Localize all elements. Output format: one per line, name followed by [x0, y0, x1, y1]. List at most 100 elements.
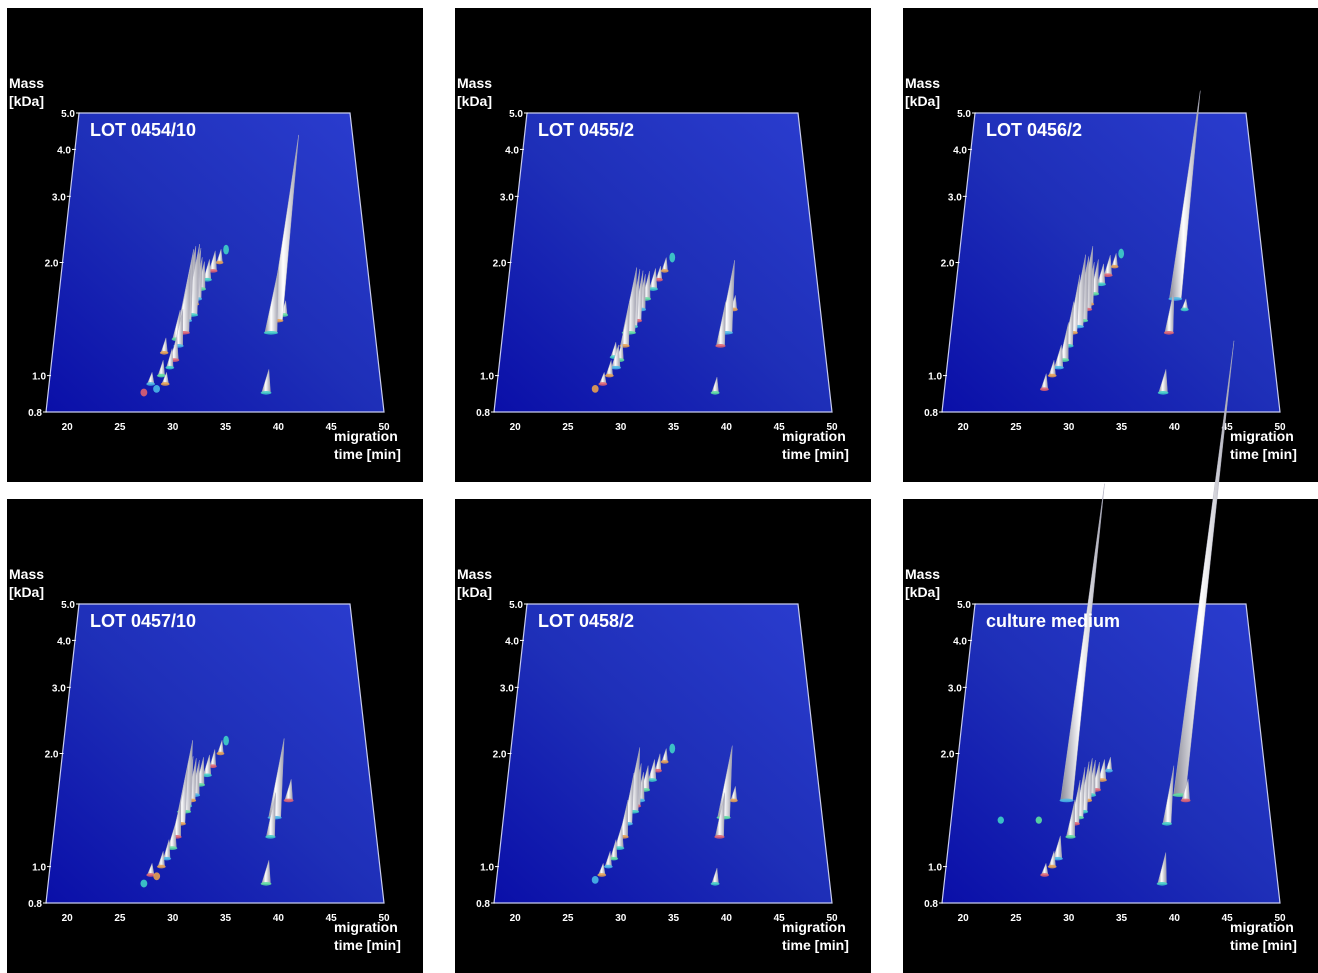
y-tick-label: 4.0 — [953, 145, 967, 156]
y-tick-label: 1.0 — [928, 372, 942, 383]
x-tick-label: 20 — [510, 913, 522, 924]
x-tick-label: 25 — [1010, 422, 1022, 433]
y-tick-label: 0.8 — [28, 899, 42, 910]
chart-panel-6: 5.0 4.0 3.0 2.0 1.0 0.8 20 25 30 35 40 45 50 Mass [k… — [903, 340, 1318, 973]
chart-svg: 5.0 4.0 3.0 2.0 1.0 0.8 20 25 30 35 40 45 50 — [476, 109, 838, 433]
x-tick-label: 45 — [774, 422, 786, 433]
panel-title: culture medium — [986, 611, 1121, 631]
x-tick-label: 40 — [273, 913, 285, 924]
x-tick-label: 25 — [562, 913, 574, 924]
panel-title: LOT 0458/2 — [538, 611, 635, 631]
peak-base — [165, 365, 175, 370]
y-tick-label: 5.0 — [509, 600, 523, 611]
peak-base — [609, 856, 619, 861]
y-tick-label: 4.0 — [505, 145, 519, 156]
y-tick-label: 1.0 — [480, 863, 494, 874]
chart-panel-4: 5.0 4.0 3.0 2.0 1.0 0.8 20 25 30 35 40 45 50 Mass [k… — [7, 499, 423, 973]
peak-base — [603, 864, 613, 869]
peak-base — [598, 382, 608, 386]
x-tick-label: 50 — [826, 913, 838, 924]
y-tick-label: 4.0 — [505, 636, 519, 647]
y-tick-label: 5.0 — [957, 109, 971, 120]
plot-plane — [493, 603, 833, 904]
peak-base — [660, 269, 669, 273]
peak-base — [1104, 768, 1113, 773]
x-tick-label: 40 — [721, 422, 733, 433]
peak-base — [1039, 387, 1049, 391]
x-tick-label: 25 — [1010, 913, 1022, 924]
y-tick-label: 5.0 — [61, 600, 75, 611]
peak-base — [715, 344, 726, 348]
x-tick-label: 35 — [1116, 422, 1128, 433]
peak-base — [146, 873, 156, 877]
peak-base — [202, 773, 212, 778]
peak-base — [1047, 864, 1057, 869]
peak-mark — [669, 252, 676, 263]
x-tick-label: 30 — [167, 913, 179, 924]
x-tick-label: 30 — [1063, 913, 1075, 924]
y-tick-label: 3.0 — [52, 192, 66, 203]
peak-base — [610, 365, 622, 370]
peak-base — [597, 873, 607, 877]
y-tick-label: 4.0 — [57, 636, 71, 647]
peak-base — [162, 856, 172, 861]
chart-svg: 5.0 4.0 3.0 2.0 1.0 0.8 20 25 30 35 40 45 50 — [28, 600, 390, 924]
x-tick-label: 40 — [273, 422, 285, 433]
y-tick-label: 1.0 — [32, 863, 46, 874]
y-tick-label: 3.0 — [948, 683, 962, 694]
y-tick-label: 0.8 — [924, 408, 938, 419]
chart-panel-1: 5.0 4.0 3.0 2.0 1.0 0.8 20 25 30 35 40 45 50 Mass [k… — [7, 8, 423, 482]
y-tick-label: 0.8 — [476, 408, 490, 419]
x-tick-label: 40 — [721, 913, 733, 924]
peak-base — [1180, 307, 1189, 312]
peak-base — [260, 881, 272, 886]
peak-base — [1156, 881, 1168, 886]
peak-mark — [591, 384, 599, 393]
y-tick-label: 2.0 — [941, 259, 955, 270]
y-axis-label: Mass [kDa] — [905, 566, 941, 600]
y-tick-label: 2.0 — [45, 259, 59, 270]
x-tick-label: 35 — [668, 422, 680, 433]
peak-mark — [223, 735, 229, 746]
peak-mark — [140, 879, 148, 888]
chart-svg: 5.0 4.0 3.0 2.0 1.0 0.8 20 25 30 35 40 45 50 — [924, 90, 1286, 433]
x-tick-label: 50 — [826, 422, 838, 433]
x-tick-label: 30 — [615, 913, 627, 924]
y-tick-label: 0.8 — [28, 408, 42, 419]
peak-base — [215, 260, 224, 265]
x-axis-label: migration time [min] — [782, 428, 849, 462]
y-tick-label: 5.0 — [957, 600, 971, 611]
y-tick-label: 5.0 — [61, 109, 75, 120]
peak-base — [216, 751, 225, 756]
chart-svg: 5.0 4.0 3.0 2.0 1.0 0.8 20 25 30 35 40 45 50 — [924, 340, 1286, 924]
y-tick-label: 2.0 — [45, 750, 59, 761]
peak-mark — [591, 875, 599, 884]
peak-base — [1059, 798, 1074, 803]
y-tick-label: 2.0 — [941, 750, 955, 761]
x-tick-label: 20 — [510, 422, 522, 433]
peak-base — [160, 382, 170, 386]
peak-base — [729, 798, 738, 803]
y-tick-label: 3.0 — [52, 683, 66, 694]
plot-plane — [941, 603, 1281, 904]
y-tick-label: 1.0 — [480, 372, 494, 383]
peak-mark — [1118, 248, 1125, 259]
peak-base — [283, 798, 294, 803]
chart-svg: 5.0 4.0 3.0 2.0 1.0 0.8 20 25 30 35 40 45 50 — [476, 600, 838, 924]
x-tick-label: 45 — [774, 913, 786, 924]
peak-base — [1065, 835, 1076, 839]
peak-base — [1047, 373, 1057, 378]
x-tick-label: 35 — [220, 422, 232, 433]
peak-base — [604, 373, 614, 378]
peak-base — [1103, 273, 1113, 278]
x-tick-label: 20 — [62, 422, 74, 433]
y-tick-label: 2.0 — [493, 259, 507, 270]
peak-mark — [997, 816, 1004, 824]
peak-mark — [669, 743, 676, 754]
y-tick-label: 0.8 — [476, 899, 490, 910]
peak-base — [1161, 821, 1172, 826]
panel-title: LOT 0455/2 — [538, 120, 635, 140]
peak-base — [714, 835, 725, 839]
peak-mark — [140, 388, 148, 397]
x-tick-label: 30 — [167, 422, 179, 433]
